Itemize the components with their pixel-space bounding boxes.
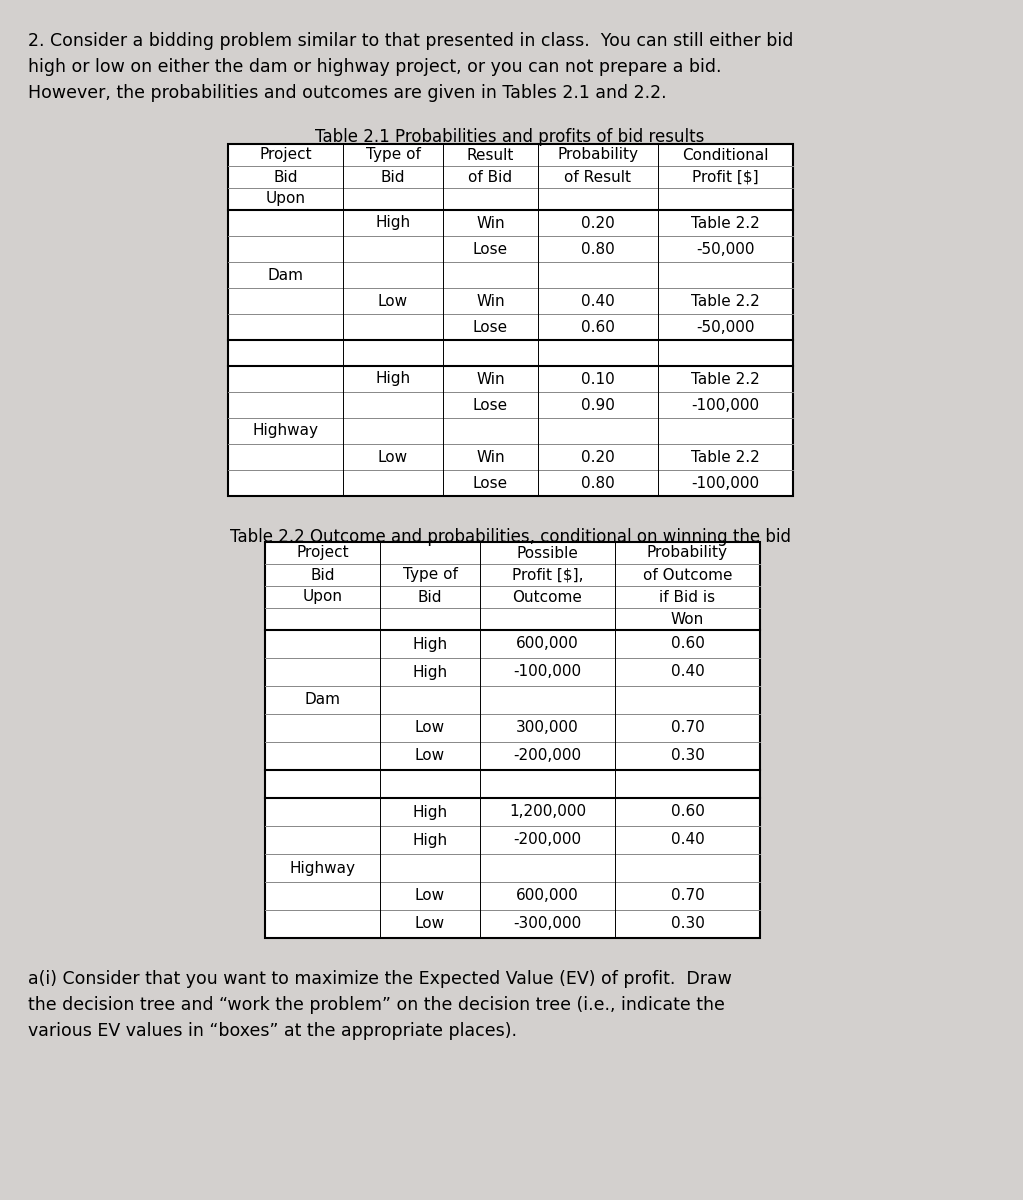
Text: Profit [$]: Profit [$] xyxy=(693,169,759,185)
Text: Low: Low xyxy=(415,888,445,904)
Text: High: High xyxy=(375,216,410,230)
Text: Lose: Lose xyxy=(473,397,508,413)
Text: Conditional: Conditional xyxy=(682,148,768,162)
Text: Bid: Bid xyxy=(310,568,335,582)
Text: 2. Consider a bidding problem similar to that presented in class.  You can still: 2. Consider a bidding problem similar to… xyxy=(28,32,794,50)
Text: 0.30: 0.30 xyxy=(670,749,705,763)
Text: Lose: Lose xyxy=(473,475,508,491)
Text: Table 2.2: Table 2.2 xyxy=(692,450,760,464)
Text: various EV values in “boxes” at the appropriate places).: various EV values in “boxes” at the appr… xyxy=(28,1022,517,1040)
Text: Lose: Lose xyxy=(473,241,508,257)
Text: 0.40: 0.40 xyxy=(671,833,705,847)
Text: a(i) Consider that you want to maximize the Expected Value (EV) of profit.  Draw: a(i) Consider that you want to maximize … xyxy=(28,970,731,988)
Text: Win: Win xyxy=(476,216,504,230)
Text: of Bid: of Bid xyxy=(469,169,513,185)
Text: 0.20: 0.20 xyxy=(581,450,615,464)
Text: Profit [$],: Profit [$], xyxy=(512,568,583,582)
Text: -50,000: -50,000 xyxy=(697,319,755,335)
Text: 600,000: 600,000 xyxy=(517,888,579,904)
Text: 0.10: 0.10 xyxy=(581,372,615,386)
Text: Win: Win xyxy=(476,372,504,386)
Text: 0.40: 0.40 xyxy=(581,294,615,308)
Text: 0.70: 0.70 xyxy=(671,888,705,904)
Text: -100,000: -100,000 xyxy=(692,397,759,413)
Text: Outcome: Outcome xyxy=(513,589,582,605)
Text: -100,000: -100,000 xyxy=(514,665,581,679)
Text: High: High xyxy=(412,804,448,820)
Text: -50,000: -50,000 xyxy=(697,241,755,257)
Text: Dam: Dam xyxy=(267,268,304,282)
Text: 0.60: 0.60 xyxy=(670,804,705,820)
Text: Win: Win xyxy=(476,450,504,464)
Text: 0.80: 0.80 xyxy=(581,475,615,491)
Text: Low: Low xyxy=(415,720,445,736)
Text: Low: Low xyxy=(377,294,408,308)
Text: if Bid is: if Bid is xyxy=(660,589,715,605)
Text: High: High xyxy=(412,636,448,652)
Text: -300,000: -300,000 xyxy=(514,917,582,931)
Text: High: High xyxy=(375,372,410,386)
Text: -200,000: -200,000 xyxy=(514,749,581,763)
Text: Bid: Bid xyxy=(381,169,405,185)
Text: 300,000: 300,000 xyxy=(517,720,579,736)
Text: Project: Project xyxy=(297,546,349,560)
Text: High: High xyxy=(412,665,448,679)
Text: Low: Low xyxy=(415,917,445,931)
Text: Low: Low xyxy=(415,749,445,763)
Text: Upon: Upon xyxy=(303,589,343,605)
Text: 0.80: 0.80 xyxy=(581,241,615,257)
Text: the decision tree and “work the problem” on the decision tree (i.e., indicate th: the decision tree and “work the problem”… xyxy=(28,996,725,1014)
Text: 0.40: 0.40 xyxy=(671,665,705,679)
Text: 0.70: 0.70 xyxy=(671,720,705,736)
Text: Table 2.2: Table 2.2 xyxy=(692,216,760,230)
Text: Type of: Type of xyxy=(365,148,420,162)
Text: -200,000: -200,000 xyxy=(514,833,581,847)
Text: Upon: Upon xyxy=(266,192,306,206)
Text: Bid: Bid xyxy=(417,589,442,605)
Bar xyxy=(265,542,760,938)
Text: 0.60: 0.60 xyxy=(581,319,615,335)
Text: Table 2.2 Outcome and probabilities, conditional on winning the bid: Table 2.2 Outcome and probabilities, con… xyxy=(229,528,791,546)
Text: 1,200,000: 1,200,000 xyxy=(508,804,586,820)
Text: Highway: Highway xyxy=(290,860,356,876)
Text: Possible: Possible xyxy=(517,546,578,560)
Text: However, the probabilities and outcomes are given in Tables 2.1 and 2.2.: However, the probabilities and outcomes … xyxy=(28,84,667,102)
Text: Win: Win xyxy=(476,294,504,308)
Text: Dam: Dam xyxy=(305,692,341,708)
Text: of Result: of Result xyxy=(565,169,631,185)
Text: Type of: Type of xyxy=(403,568,457,582)
Text: Table 2.2: Table 2.2 xyxy=(692,294,760,308)
Text: Low: Low xyxy=(377,450,408,464)
Text: Highway: Highway xyxy=(253,424,318,438)
Text: high or low on either the dam or highway project, or you can not prepare a bid.: high or low on either the dam or highway… xyxy=(28,58,721,76)
Text: Lose: Lose xyxy=(473,319,508,335)
Text: of Outcome: of Outcome xyxy=(642,568,732,582)
Text: Bid: Bid xyxy=(273,169,298,185)
Text: Table 2.1 Probabilities and profits of bid results: Table 2.1 Probabilities and profits of b… xyxy=(315,128,705,146)
Text: Project: Project xyxy=(259,148,312,162)
Text: -100,000: -100,000 xyxy=(692,475,759,491)
Text: Probability: Probability xyxy=(647,546,728,560)
Text: Result: Result xyxy=(466,148,515,162)
Text: 0.30: 0.30 xyxy=(670,917,705,931)
Text: Won: Won xyxy=(671,612,704,626)
Text: 0.20: 0.20 xyxy=(581,216,615,230)
Text: High: High xyxy=(412,833,448,847)
Text: 600,000: 600,000 xyxy=(517,636,579,652)
Text: Probability: Probability xyxy=(558,148,638,162)
Text: 0.90: 0.90 xyxy=(581,397,615,413)
Text: 0.60: 0.60 xyxy=(670,636,705,652)
Bar xyxy=(228,144,793,496)
Text: Table 2.2: Table 2.2 xyxy=(692,372,760,386)
